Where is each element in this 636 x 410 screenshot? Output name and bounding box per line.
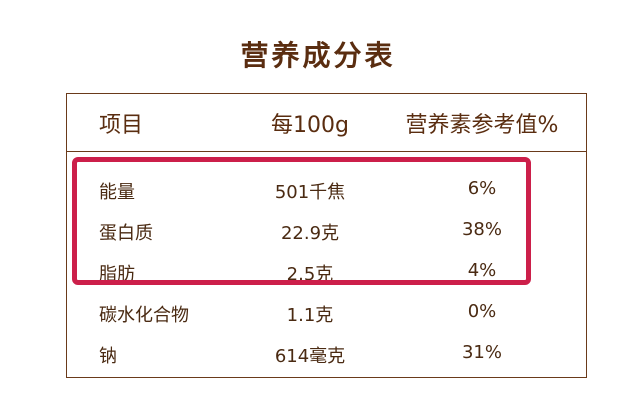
row-item: 蛋白质 — [99, 223, 153, 244]
table-row: 钠 614毫克 31% — [67, 333, 586, 373]
header-item: 项目 — [99, 113, 144, 138]
table-row: 脂肪 2.5克 4% — [67, 251, 586, 291]
row-item: 能量 — [99, 182, 135, 203]
header-per-100g: 每100g — [271, 113, 349, 138]
row-item: 钠 — [99, 346, 117, 367]
row-per-100g: 22.9克 — [280, 223, 340, 244]
row-nrv: 0% — [467, 301, 497, 322]
row-item: 碳水化合物 — [99, 305, 189, 326]
row-per-100g: 614毫克 — [274, 346, 346, 367]
row-per-100g: 501千焦 — [274, 182, 346, 203]
row-nrv: 38% — [461, 219, 502, 240]
nutrition-table: 项目 每100g 营养素参考值% 能量 501千焦 6% 蛋白质 22.9克 3… — [66, 93, 587, 378]
row-nrv: 4% — [467, 260, 497, 281]
row-item: 脂肪 — [99, 264, 135, 285]
row-per-100g: 2.5克 — [286, 264, 334, 285]
row-per-100g: 1.1克 — [286, 305, 334, 326]
table-row: 蛋白质 22.9克 38% — [67, 210, 586, 250]
table-header: 项目 每100g 营养素参考值% — [67, 94, 586, 152]
row-nrv: 6% — [467, 178, 497, 199]
table-row: 碳水化合物 1.1克 0% — [67, 292, 586, 332]
header-nrv: 营养素参考值% — [405, 113, 559, 138]
table-row: 能量 501千焦 6% — [67, 169, 586, 209]
highlight-box — [72, 157, 531, 285]
page-title: 营养成分表 — [240, 39, 396, 72]
row-nrv: 31% — [461, 342, 502, 363]
